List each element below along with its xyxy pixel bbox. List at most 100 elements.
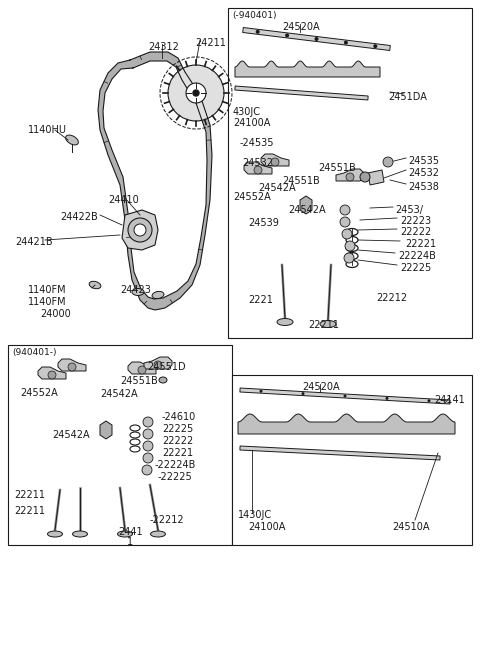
Circle shape: [345, 241, 355, 251]
Text: 24542A: 24542A: [52, 430, 90, 440]
Text: 24552A: 24552A: [233, 192, 271, 202]
Text: 22222: 22222: [400, 227, 431, 237]
Text: 22211: 22211: [308, 320, 339, 330]
Text: 24535: 24535: [408, 156, 439, 166]
Text: -22224B: -22224B: [155, 460, 196, 470]
Text: 24552A: 24552A: [20, 388, 58, 398]
Text: 1140FM: 1140FM: [28, 297, 67, 307]
Text: 24141: 24141: [434, 395, 465, 405]
Circle shape: [143, 429, 153, 439]
Ellipse shape: [159, 377, 167, 383]
Circle shape: [254, 166, 262, 174]
Polygon shape: [58, 359, 86, 371]
Ellipse shape: [151, 531, 166, 537]
Text: (-940401): (-940401): [232, 11, 276, 20]
Circle shape: [344, 41, 348, 45]
Text: 22211: 22211: [14, 490, 45, 500]
Polygon shape: [235, 61, 380, 77]
Text: 24551B: 24551B: [120, 376, 158, 386]
Text: 24422B: 24422B: [60, 212, 98, 222]
Text: 22211: 22211: [14, 506, 45, 516]
Circle shape: [285, 34, 289, 37]
Circle shape: [186, 83, 206, 103]
Text: 1140HU: 1140HU: [28, 125, 67, 135]
Text: -24535: -24535: [240, 138, 275, 148]
Polygon shape: [38, 367, 66, 379]
Text: 24312: 24312: [148, 42, 179, 52]
Circle shape: [346, 173, 354, 181]
Text: 1140FM: 1140FM: [28, 285, 67, 295]
Ellipse shape: [72, 531, 87, 537]
Polygon shape: [238, 414, 455, 434]
Text: (940401-): (940401-): [12, 348, 57, 357]
Polygon shape: [100, 421, 112, 439]
Text: 24551D: 24551D: [147, 362, 186, 372]
Circle shape: [48, 371, 56, 379]
Circle shape: [128, 218, 152, 242]
Circle shape: [344, 253, 354, 263]
Text: 24000: 24000: [40, 309, 71, 319]
Text: 24538: 24538: [408, 182, 439, 192]
Circle shape: [360, 172, 370, 182]
Text: 22223: 22223: [400, 216, 431, 226]
Text: 22224B: 22224B: [398, 251, 436, 261]
Text: 24410: 24410: [108, 195, 139, 205]
Text: 24551B: 24551B: [282, 176, 320, 186]
Text: 2221: 2221: [248, 295, 273, 305]
Circle shape: [134, 224, 146, 236]
Circle shape: [383, 157, 393, 167]
Polygon shape: [244, 162, 272, 174]
Circle shape: [260, 390, 263, 393]
Text: 22221: 22221: [405, 239, 436, 249]
Text: 24520A: 24520A: [282, 22, 320, 32]
Circle shape: [314, 37, 319, 41]
Polygon shape: [144, 357, 172, 369]
Text: -22212: -22212: [150, 515, 185, 525]
Circle shape: [142, 465, 152, 475]
Text: 24532: 24532: [242, 158, 273, 168]
Text: 22225: 22225: [400, 263, 431, 273]
Text: 24510A: 24510A: [392, 522, 430, 532]
Circle shape: [168, 65, 224, 121]
Ellipse shape: [89, 281, 101, 288]
Text: 24539: 24539: [248, 218, 279, 228]
Text: 24551B: 24551B: [318, 163, 356, 173]
Text: 1430JC: 1430JC: [238, 510, 272, 520]
Circle shape: [256, 30, 260, 34]
Text: -24610: -24610: [162, 412, 196, 422]
Polygon shape: [235, 86, 368, 100]
Ellipse shape: [320, 321, 336, 327]
Polygon shape: [98, 52, 212, 310]
Text: 24100A: 24100A: [233, 118, 270, 128]
Ellipse shape: [118, 531, 132, 537]
Polygon shape: [128, 362, 156, 374]
Ellipse shape: [132, 288, 144, 296]
Circle shape: [271, 158, 279, 166]
Polygon shape: [261, 154, 289, 166]
Text: 22225: 22225: [162, 424, 193, 434]
Text: 22221: 22221: [162, 448, 193, 458]
Circle shape: [138, 366, 146, 374]
Bar: [228, 8, 472, 338]
Text: 24100A: 24100A: [248, 522, 286, 532]
Polygon shape: [240, 388, 450, 404]
Text: 24532: 24532: [408, 168, 439, 178]
Text: 24423: 24423: [120, 285, 151, 295]
Ellipse shape: [277, 319, 293, 325]
Bar: [232, 375, 472, 545]
Text: -22225: -22225: [158, 472, 193, 482]
Polygon shape: [243, 28, 390, 51]
Circle shape: [340, 217, 350, 227]
Text: 24542A: 24542A: [258, 183, 296, 193]
Circle shape: [373, 44, 377, 48]
Polygon shape: [103, 61, 207, 299]
Polygon shape: [122, 210, 158, 250]
Ellipse shape: [48, 531, 62, 537]
Text: 2451DA: 2451DA: [388, 92, 427, 102]
Text: 2441: 2441: [118, 527, 143, 537]
Text: 2453/: 2453/: [395, 205, 423, 215]
Circle shape: [143, 453, 153, 463]
Text: 24211: 24211: [195, 38, 226, 48]
Text: 1: 1: [127, 537, 133, 547]
Circle shape: [154, 361, 162, 369]
